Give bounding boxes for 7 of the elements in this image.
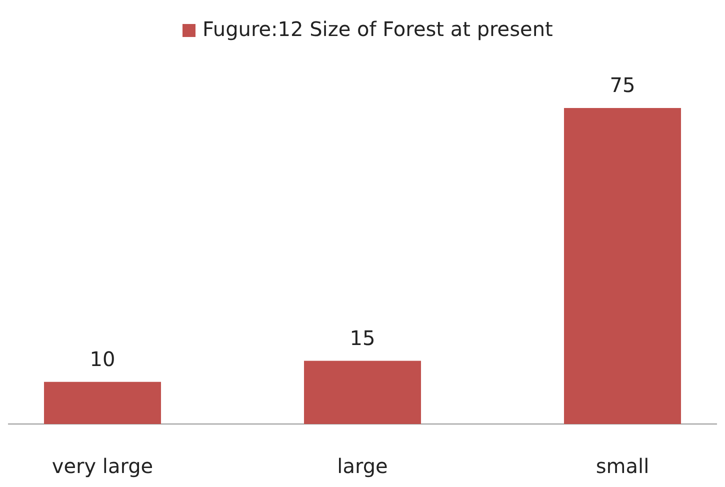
data-label: 15 (350, 326, 376, 350)
legend-label: Fugure:12 Size of Forest at present (202, 17, 554, 41)
data-label: 10 (90, 346, 116, 371)
x-tick-label: very large (52, 454, 154, 478)
data-label: 75 (610, 73, 636, 97)
x-tick-label: large (337, 454, 388, 478)
x-tick-label: small (596, 454, 650, 478)
